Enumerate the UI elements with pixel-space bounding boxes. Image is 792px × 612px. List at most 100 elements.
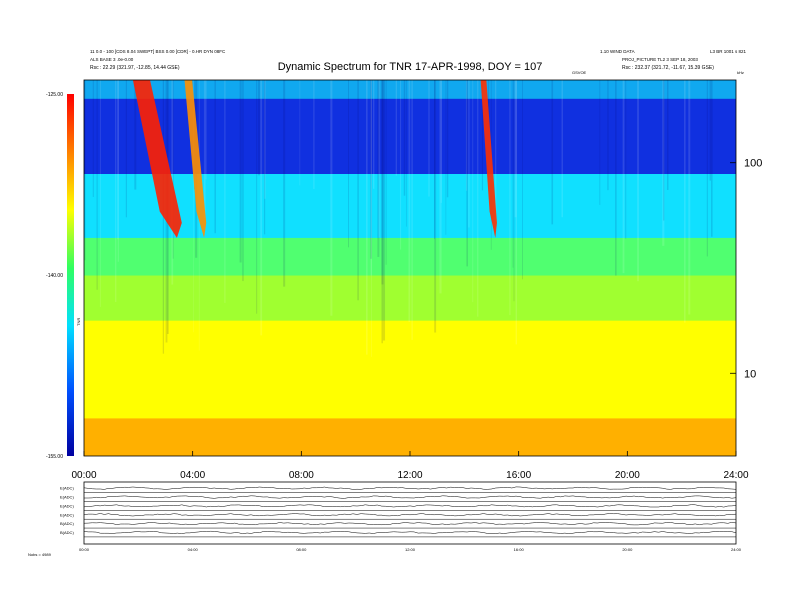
texture-stripe xyxy=(381,80,383,344)
texture-stripe xyxy=(330,80,333,316)
texture-stripe xyxy=(684,80,686,323)
texture-stripe xyxy=(256,80,258,314)
texture-stripe xyxy=(400,80,402,250)
texture-stripe xyxy=(440,80,442,203)
header-right-line2: PROJ_PICTURE TL2 3 SEP 18, 2003 xyxy=(622,57,698,62)
texture-stripe xyxy=(299,80,301,186)
texture-stripe xyxy=(446,80,449,198)
x-tick-label: 20:00 xyxy=(615,470,640,481)
texture-stripe xyxy=(468,80,470,228)
texture-stripe xyxy=(607,80,609,191)
texture-stripe xyxy=(264,80,266,235)
bottom-panel-rows: E(ADC) E(ADC) E(ADC) E(ADC) B(ADC) B(ADC) xyxy=(60,486,737,538)
texture-stripe xyxy=(257,80,261,176)
texture-stripe xyxy=(666,80,669,190)
texture-stripe xyxy=(260,80,263,336)
x-tick-label: 16:00 xyxy=(506,470,531,481)
texture-stripe xyxy=(561,80,563,218)
panel-row-trace xyxy=(83,486,737,490)
panel-x-tick-label: 00:00 xyxy=(79,547,90,552)
texture-stripe xyxy=(372,80,375,189)
panel-row-label: B(ADC) xyxy=(60,530,74,535)
texture-stripe xyxy=(522,80,523,280)
bottom-panel-frame xyxy=(83,481,737,545)
x-axis-ticks: 00:00 04:00 08:00 12:00 16:00 20:00 24:00 xyxy=(71,451,749,481)
panel-x-tick-label: 16:00 xyxy=(514,547,525,552)
texture-stripe xyxy=(709,80,712,181)
panel-row-trace xyxy=(83,522,737,526)
panel-x-tick-label: 24:00 xyxy=(731,547,742,552)
panel-x-tick-label: 20:00 xyxy=(622,547,633,552)
spectrum-band-2 xyxy=(84,174,736,239)
texture-stripe xyxy=(477,80,479,317)
texture-stripe xyxy=(706,80,708,257)
panel-row-label: B(ADC) xyxy=(60,521,74,526)
texture-stripe xyxy=(365,80,368,355)
colorbar xyxy=(67,94,74,456)
texture-stripe xyxy=(134,80,137,190)
y-tick-label: 10 xyxy=(744,368,756,380)
texture-stripe xyxy=(382,80,386,341)
header-right-line1: 1.10 WIND DATA xyxy=(600,49,635,54)
panel-x-tick-label: 12:00 xyxy=(405,547,416,552)
panel-row-label: E(ADC) xyxy=(60,486,74,491)
texture-stripe xyxy=(84,80,86,261)
texture-stripe xyxy=(513,80,515,302)
texture-stripe xyxy=(406,80,407,227)
header-right-line3: Rsc : 232.37 (321.72, -11.67, 15.39 GSE) xyxy=(622,65,714,71)
texture-stripe xyxy=(428,80,430,197)
texture-stripe xyxy=(115,80,117,303)
panel-x-tick-label: 04:00 xyxy=(188,547,199,552)
panel-x-tick-label: 08:00 xyxy=(296,547,307,552)
texture-stripe xyxy=(395,80,397,176)
texture-stripe xyxy=(371,80,372,357)
texture-stripe xyxy=(192,80,194,333)
y-tick-label: 100 xyxy=(744,158,762,170)
panel-row-trace xyxy=(83,513,737,517)
panel-row-label: E(ADC) xyxy=(60,495,74,500)
texture-stripe xyxy=(172,80,174,259)
texture-stripe xyxy=(370,80,372,276)
texture-stripe xyxy=(622,80,625,274)
texture-stripe xyxy=(711,80,713,237)
texture-stripe xyxy=(203,80,206,218)
panel-row-label: E(ADC) xyxy=(60,503,74,508)
texture-stripe xyxy=(515,80,518,345)
x-tick-label: 00:00 xyxy=(71,470,96,481)
texture-stripe xyxy=(205,80,207,180)
texture-stripe xyxy=(663,80,665,221)
x-tick-label: 12:00 xyxy=(397,470,422,481)
texture-stripe xyxy=(551,80,554,225)
texture-stripe xyxy=(495,80,497,231)
texture-stripe xyxy=(370,80,373,259)
x-tick-label: 04:00 xyxy=(180,470,205,481)
radio-burst-1 xyxy=(184,80,207,238)
texture-stripe xyxy=(242,80,244,282)
texture-stripe xyxy=(434,80,437,333)
texture-stripe xyxy=(445,80,447,235)
texture-stripe xyxy=(239,80,242,263)
texture-stripe xyxy=(662,80,665,246)
texture-stripe xyxy=(434,80,436,239)
texture-stripe xyxy=(99,80,101,307)
texture-stripe xyxy=(347,80,349,248)
texture-stripe xyxy=(472,80,474,303)
colorbar-tick-label: -140.00 xyxy=(46,273,63,279)
texture-stripe xyxy=(625,80,627,239)
texture-stripe xyxy=(377,80,380,257)
colorbar-tick-label: -155.00 xyxy=(46,454,63,460)
header-far-right-line1: L3 BR 1001 s 821 xyxy=(710,49,747,54)
texture-stripe xyxy=(378,80,381,238)
texture-stripe xyxy=(514,80,517,218)
header-left-line2: ALS BASE 3 .0e-0.00 xyxy=(90,57,134,62)
texture-stripe xyxy=(283,80,286,287)
texture-stripe xyxy=(214,80,216,234)
texture-stripe xyxy=(224,80,226,303)
header-corner-label: kHz xyxy=(737,70,744,75)
spectrum-band-0 xyxy=(84,80,736,100)
x-tick-label: 24:00 xyxy=(723,470,748,481)
bottom-panel-ticks: 00:00 04:00 08:00 12:00 16:00 20:00 24:00 xyxy=(79,547,742,552)
colorbar-label: TNR xyxy=(76,318,81,326)
texture-stripe xyxy=(599,80,601,205)
